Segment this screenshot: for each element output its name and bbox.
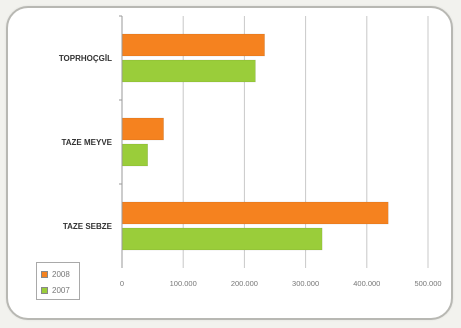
category-labels: TAZE SEBZE TAZE MEYVE TOPRHOÇGİL — [59, 54, 113, 231]
x-tick-label-2: 200.000 — [231, 279, 258, 288]
category-label-0: TAZE SEBZE — [63, 222, 113, 231]
legend-swatch-2007 — [41, 286, 48, 294]
bar-2007-0 — [121, 227, 323, 251]
legend-item-2008: 2008 — [41, 267, 70, 281]
x-tick-label-4: 400.000 — [353, 279, 380, 288]
bar-2008-1 — [121, 117, 164, 141]
axes — [119, 15, 123, 268]
x-tick-label-3: 300.000 — [292, 279, 319, 288]
tick-labels: 0 100.000 200.000 300.000 400.000 500.000 — [120, 279, 442, 288]
bar-2008-2 — [121, 33, 265, 57]
legend-item-2007: 2007 — [41, 283, 70, 297]
category-label-1: TAZE MEYVE — [61, 138, 112, 147]
legend-label-2007: 2007 — [52, 285, 70, 295]
grid-lines — [182, 16, 429, 268]
x-tick-label-5: 500.000 — [414, 279, 441, 288]
legend-label-2008: 2008 — [52, 269, 70, 279]
legend-swatch-2008 — [41, 270, 48, 278]
chart-frame — [6, 6, 453, 320]
category-label-2: TOPRHOÇGİL — [59, 54, 112, 63]
bars — [121, 33, 389, 251]
bar-2007-2 — [121, 59, 256, 83]
bar-2007-1 — [121, 143, 148, 167]
x-tick-label-0: 0 — [120, 279, 124, 288]
bar-2008-0 — [121, 201, 389, 225]
x-tick-label-1: 100.000 — [170, 279, 197, 288]
legend: 2008 2007 — [36, 262, 80, 300]
